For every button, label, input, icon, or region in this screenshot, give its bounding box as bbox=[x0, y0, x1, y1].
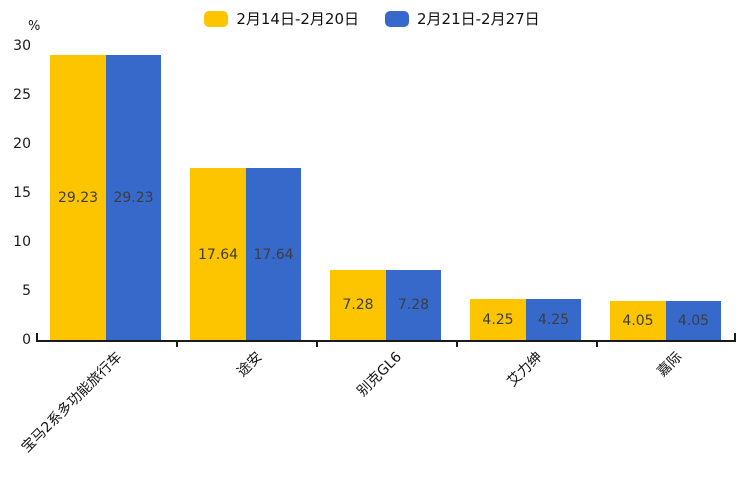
bar-series0-2: 7.28 bbox=[330, 269, 386, 341]
bar-series1-1: 17.64 bbox=[246, 168, 301, 341]
bar-value-label: 29.23 bbox=[113, 189, 154, 206]
bar-value-label: 17.64 bbox=[253, 246, 294, 263]
y-tick-label: 10 bbox=[13, 234, 31, 250]
y-tick-label: 20 bbox=[13, 136, 31, 152]
y-tick-label: 0 bbox=[22, 332, 31, 348]
chart-legend: 2月14日-2月20日 2月21日-2月27日 bbox=[0, 8, 744, 29]
axis-endcap bbox=[36, 333, 38, 341]
bar-value-label: 17.64 bbox=[197, 246, 239, 263]
bar-value-label: 7.28 bbox=[342, 297, 374, 314]
x-category-label: 别克GL6 bbox=[354, 349, 406, 400]
legend-label: 2月14日-2月20日 bbox=[236, 10, 359, 28]
bar-series0-4: 4.05 bbox=[610, 301, 666, 341]
axis-tick bbox=[596, 342, 598, 347]
legend-swatch-icon bbox=[385, 10, 409, 27]
legend-label: 2月21日-2月27日 bbox=[417, 10, 540, 28]
x-category-label: 嘉际 bbox=[654, 349, 686, 381]
bar-value-label: 29.23 bbox=[57, 189, 99, 206]
x-category-label: 宝马2系多功能旅行车 bbox=[18, 349, 126, 456]
bar-value-label: 4.25 bbox=[537, 312, 570, 329]
bar-series1-4: 4.05 bbox=[666, 301, 721, 341]
legend-item-0: 2月14日-2月20日 bbox=[204, 8, 359, 29]
bar-value-label: 4.05 bbox=[622, 313, 654, 330]
y-tick-label: 15 bbox=[13, 185, 31, 201]
axis-endcap bbox=[734, 333, 736, 341]
bar-value-label: 4.05 bbox=[677, 313, 710, 330]
legend-item-1: 2月21日-2月27日 bbox=[385, 8, 540, 29]
legend-swatch-icon bbox=[204, 10, 229, 27]
y-tick-label: 30 bbox=[13, 38, 31, 54]
axis-tick bbox=[176, 342, 178, 347]
x-category-label: 途安 bbox=[234, 349, 266, 381]
bar-value-label: 7.28 bbox=[397, 297, 430, 314]
x-axis-line bbox=[36, 340, 736, 342]
x-category-label: 艾力绅 bbox=[504, 349, 546, 391]
axis-tick bbox=[456, 342, 458, 347]
axis-tick bbox=[316, 342, 318, 347]
bar-value-label: 4.25 bbox=[482, 312, 514, 329]
y-tick-label: 25 bbox=[13, 87, 31, 103]
bar-series1-0: 29.23 bbox=[106, 54, 161, 341]
bar-series1-3: 4.25 bbox=[526, 299, 581, 341]
bar-series0-3: 4.25 bbox=[470, 299, 526, 341]
y-axis-unit-label: % bbox=[28, 19, 41, 34]
bar-series0-0: 29.23 bbox=[50, 54, 106, 341]
y-tick-label: 5 bbox=[22, 283, 31, 299]
bar-series1-2: 7.28 bbox=[386, 269, 441, 341]
bar-series0-1: 17.64 bbox=[190, 168, 246, 341]
